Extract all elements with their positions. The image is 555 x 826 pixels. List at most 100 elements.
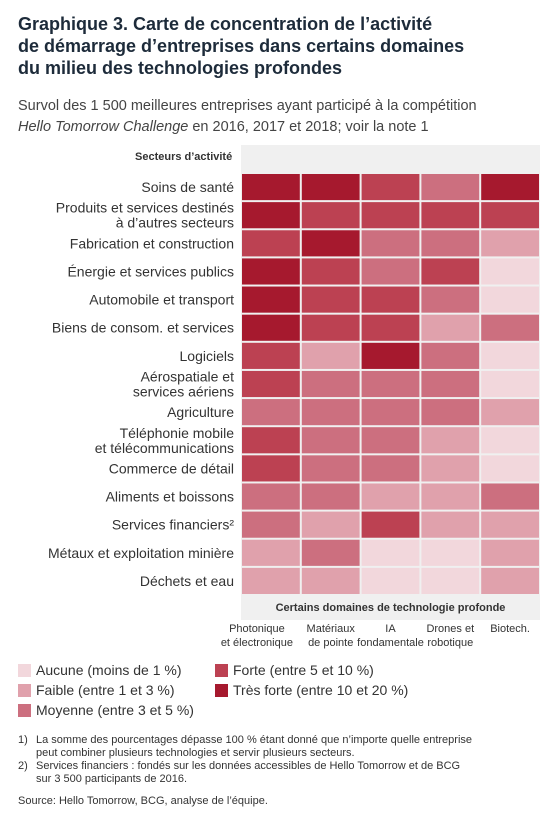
heat-cell — [481, 399, 539, 426]
heat-cell — [361, 258, 420, 285]
subtitle: Hello Tomorrow Challenge en 2016, 2017 e… — [18, 119, 429, 135]
heat-cell — [481, 455, 539, 482]
heat-cell — [301, 202, 360, 229]
note-marker: 1) — [18, 734, 28, 746]
legend-swatch — [215, 664, 228, 677]
heat-cell — [361, 342, 420, 369]
heat-cell — [481, 202, 539, 229]
heat-cell — [242, 258, 300, 285]
row-label: Métaux et exploitation minière — [48, 545, 234, 561]
heat-cell — [301, 455, 360, 482]
heat-cell — [421, 174, 480, 201]
legend-label: Très forte (entre 10 et 20 %) — [233, 682, 408, 698]
heat-cell — [301, 511, 360, 538]
note-text: sur 3 500 participants de 2016. — [36, 773, 187, 785]
heat-cell — [481, 370, 539, 398]
column-label: fondamentale — [357, 637, 424, 649]
x-axis-title: Certains domaines de technologie profond… — [276, 602, 506, 614]
heat-cell — [481, 567, 539, 594]
heat-cell — [361, 399, 420, 426]
column-label: Photonique — [229, 623, 285, 635]
heat-cell — [421, 399, 480, 426]
heat-cell — [242, 202, 300, 229]
chart-title: du milieu des technologies profondes — [18, 58, 342, 78]
heat-cell — [421, 342, 480, 369]
legend-swatch — [18, 664, 31, 677]
chart-title: Graphique 3. Carte de concentration de l… — [18, 14, 432, 34]
row-label: Biens de consom. et services — [52, 320, 234, 336]
legend-swatch — [18, 704, 31, 717]
heat-cell — [361, 370, 420, 398]
heat-cell — [301, 258, 360, 285]
heat-cell — [301, 567, 360, 594]
row-label: Produits et services destinés — [56, 200, 234, 216]
column-label: de pointe — [308, 637, 353, 649]
heat-cell — [421, 511, 480, 538]
heat-cell — [421, 370, 480, 398]
row-label: Services financiers² — [112, 517, 234, 533]
heat-cell — [481, 314, 539, 341]
row-label: Fabrication et construction — [70, 235, 234, 251]
row-label: Déchets et eau — [140, 573, 234, 589]
heat-cell — [242, 567, 300, 594]
heat-cell — [301, 370, 360, 398]
heat-cell — [481, 286, 539, 313]
heat-cell — [421, 230, 480, 257]
legend-label: Aucune (moins de 1 %) — [36, 662, 182, 678]
note-text: peut combiner plusieurs technologies et … — [36, 747, 355, 759]
heat-cell — [242, 539, 300, 566]
y-axis-title: Secteurs d’activité — [135, 151, 232, 163]
column-label: Drones et — [426, 623, 474, 635]
column-label: IA — [385, 623, 396, 635]
legend-swatch — [215, 684, 228, 697]
heat-cell — [421, 286, 480, 313]
heat-cell — [361, 230, 420, 257]
legend-label: Moyenne (entre 3 et 5 %) — [36, 702, 194, 718]
heat-cell — [421, 539, 480, 566]
row-label: services aériens — [133, 384, 234, 400]
heat-cell — [301, 314, 360, 341]
heat-cell — [481, 483, 539, 510]
heat-cell — [361, 174, 420, 201]
heat-cell — [301, 174, 360, 201]
heat-cell — [301, 342, 360, 369]
heat-cell — [481, 174, 539, 201]
column-label: Biotech. — [490, 623, 530, 635]
row-label: Téléphonie mobile — [120, 425, 235, 441]
heat-cell — [242, 314, 300, 341]
heat-cell — [242, 455, 300, 482]
heat-cell — [481, 539, 539, 566]
heat-cell — [421, 483, 480, 510]
row-label: Agriculture — [167, 404, 234, 420]
heat-cell — [301, 427, 360, 454]
heat-cell — [421, 314, 480, 341]
heat-cell — [242, 286, 300, 313]
subtitle: Survol des 1 500 meilleures entreprises … — [18, 98, 477, 114]
heat-cell — [301, 483, 360, 510]
heat-cell — [242, 399, 300, 426]
column-label: robotique — [427, 637, 473, 649]
heat-cell — [301, 539, 360, 566]
heat-cell — [301, 399, 360, 426]
heat-cell — [242, 511, 300, 538]
heat-cell — [481, 230, 539, 257]
heat-cell — [421, 455, 480, 482]
heat-cell — [361, 202, 420, 229]
row-label: Aliments et boissons — [106, 489, 234, 505]
row-label: Soins de santé — [141, 179, 234, 195]
heat-cell — [242, 370, 300, 398]
heat-cell — [421, 427, 480, 454]
legend-swatch — [18, 684, 31, 697]
heat-cell — [481, 511, 539, 538]
note-text: La somme des pourcentages dépasse 100 % … — [36, 734, 472, 746]
subtitle-italic: Hello Tomorrow Challenge — [18, 119, 188, 135]
heat-cell — [421, 567, 480, 594]
note-marker: 2) — [18, 760, 28, 772]
row-label: Logiciels — [180, 348, 234, 364]
source: Source: Hello Tomorrow, BCG, analyse de … — [18, 795, 268, 807]
heat-cell — [301, 286, 360, 313]
heat-cell — [421, 202, 480, 229]
legend-label: Forte (entre 5 et 10 %) — [233, 662, 374, 678]
row-label: Aérospatiale et — [141, 369, 235, 385]
